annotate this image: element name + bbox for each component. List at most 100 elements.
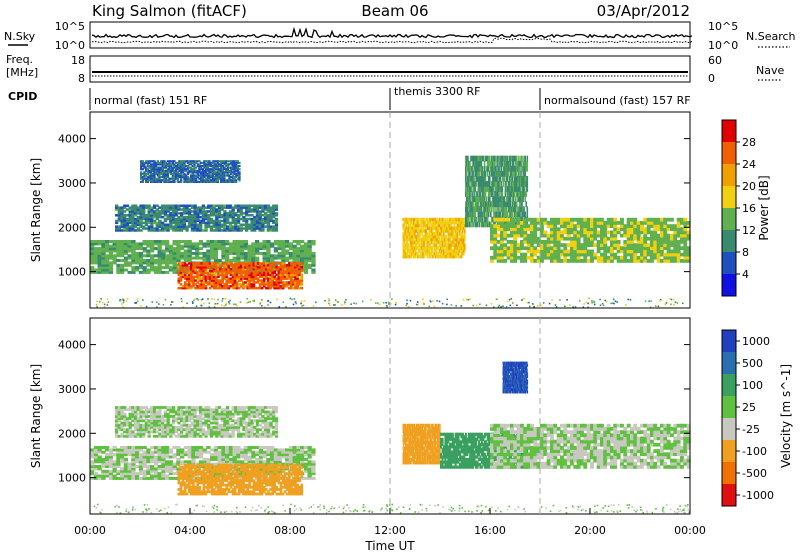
data-cell — [273, 285, 276, 288]
data-cell — [281, 277, 285, 280]
data-cell — [409, 243, 412, 247]
data-cell — [198, 267, 201, 271]
data-cell — [262, 279, 266, 282]
data-cell — [90, 254, 95, 258]
data-cell — [511, 181, 514, 187]
data-cell — [213, 242, 219, 246]
data-cell — [436, 223, 439, 227]
data-cell — [428, 234, 431, 239]
data-cell — [215, 174, 218, 177]
data-cell — [157, 261, 162, 265]
data-cell — [505, 160, 508, 167]
data-cell — [201, 161, 204, 164]
data-cell — [525, 186, 527, 192]
data-cell — [235, 267, 239, 271]
data-cell — [479, 181, 482, 187]
data-cell — [101, 263, 106, 267]
data-cell — [191, 169, 194, 172]
data-cell — [514, 176, 516, 182]
data-cell — [190, 169, 193, 172]
data-cell — [233, 164, 236, 168]
speckle-cell — [604, 299, 607, 302]
data-cell — [283, 266, 287, 269]
data-cell — [116, 247, 121, 251]
data-cell — [212, 223, 216, 226]
data-cell — [265, 267, 268, 271]
data-cell — [225, 160, 228, 163]
data-cell — [483, 216, 486, 223]
data-cell — [292, 271, 295, 275]
data-cell — [292, 240, 297, 243]
data-cell — [176, 176, 179, 179]
data-cell — [233, 161, 236, 164]
data-cell — [204, 206, 208, 209]
data-cell — [116, 240, 121, 243]
data-cell — [169, 225, 173, 228]
data-cell — [423, 243, 425, 247]
data-cell — [603, 236, 608, 241]
data-cell — [120, 208, 124, 211]
data-cell — [238, 168, 241, 171]
speckle-cell — [172, 301, 174, 303]
data-cell — [450, 223, 452, 227]
data-cell — [469, 211, 471, 218]
data-cell — [300, 286, 304, 290]
data-cell — [156, 174, 159, 177]
data-cell — [217, 279, 220, 282]
data-cell — [173, 179, 176, 182]
data-cell — [139, 208, 143, 211]
data-cell — [209, 229, 214, 232]
data-cell — [495, 176, 497, 182]
data-cell — [461, 229, 464, 233]
data-cell — [556, 252, 561, 257]
data-cell — [120, 206, 124, 209]
data-cell — [496, 249, 501, 254]
data-cell — [216, 163, 219, 166]
data-cell — [254, 267, 258, 271]
data-cell — [493, 165, 495, 172]
data-cell — [593, 243, 598, 247]
data-cell — [125, 229, 130, 232]
data-cell — [198, 262, 201, 265]
data-cell — [583, 233, 588, 238]
speckle-cell — [375, 302, 377, 304]
data-cell — [496, 246, 501, 251]
data-cell — [495, 165, 497, 172]
data-cell — [253, 206, 257, 209]
data-cell — [173, 174, 176, 177]
data-cell — [198, 285, 201, 288]
data-cell — [216, 180, 219, 183]
data-cell — [272, 215, 276, 219]
data-cell — [487, 196, 490, 202]
nsky-label: N.Sky — [4, 30, 36, 43]
data-cell — [439, 220, 441, 225]
data-cell — [255, 249, 260, 253]
data-cell — [203, 179, 206, 182]
data-cell — [520, 246, 524, 251]
data-cell — [503, 211, 506, 218]
data-cell — [503, 224, 508, 228]
data-cell — [199, 227, 203, 230]
data-cell — [172, 254, 177, 258]
data-cell — [494, 176, 496, 182]
data-cell — [455, 246, 458, 250]
data-cell — [260, 267, 264, 271]
data-cell — [298, 283, 301, 286]
data-cell — [440, 246, 442, 250]
data-cell — [467, 176, 469, 182]
data-cell — [580, 252, 584, 257]
data-cell — [258, 206, 262, 209]
data-cell — [248, 279, 251, 282]
data-cell — [448, 246, 450, 250]
data-cell — [521, 186, 523, 192]
data-cell — [220, 174, 223, 177]
speckle-cell — [344, 301, 346, 303]
data-cell — [178, 164, 181, 168]
data-cell — [517, 206, 519, 213]
data-cell — [514, 186, 516, 192]
data-cell — [228, 221, 233, 225]
data-cell — [424, 220, 426, 225]
data-cell — [523, 252, 528, 257]
data-cell — [530, 227, 534, 232]
data-cell — [226, 169, 229, 172]
